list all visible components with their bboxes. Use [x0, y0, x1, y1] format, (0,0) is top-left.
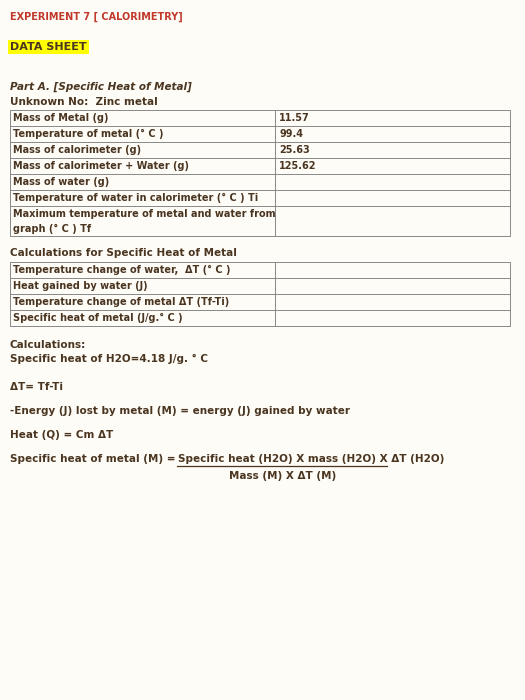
Text: Mass of Metal (g): Mass of Metal (g)	[13, 113, 109, 123]
Text: graph (° C ) Tf: graph (° C ) Tf	[13, 224, 91, 234]
Text: Mass of calorimeter + Water (g): Mass of calorimeter + Water (g)	[13, 161, 189, 171]
Text: Calculations:: Calculations:	[10, 340, 86, 350]
Bar	[10, 110, 510, 236]
Text: Maximum temperature of metal and water from: Maximum temperature of metal and water f…	[13, 209, 276, 219]
Text: Heat (Q) = Cm ΔT: Heat (Q) = Cm ΔT	[10, 430, 113, 440]
Text: ΔT= Tf-Ti: ΔT= Tf-Ti	[10, 382, 63, 392]
Text: Mass of water (g): Mass of water (g)	[13, 177, 109, 187]
Bar	[10, 262, 510, 326]
Text: Temperature change of water,  ΔT (° C ): Temperature change of water, ΔT (° C )	[13, 265, 230, 275]
Text: 125.62: 125.62	[279, 161, 317, 171]
Text: 99.4: 99.4	[279, 129, 303, 139]
Text: Mass of calorimeter (g): Mass of calorimeter (g)	[13, 145, 141, 155]
Text: Unknown No:  Zinc metal: Unknown No: Zinc metal	[10, 97, 157, 107]
Text: Heat gained by water (J): Heat gained by water (J)	[13, 281, 148, 291]
Text: Specific heat (H2O) X mass (H2O) X ΔT (H2O): Specific heat (H2O) X mass (H2O) X ΔT (H…	[178, 454, 444, 464]
Text: Specific heat of metal (J/g.° C ): Specific heat of metal (J/g.° C )	[13, 313, 183, 323]
Text: Temperature of metal (° C ): Temperature of metal (° C )	[13, 129, 163, 139]
Text: 11.57: 11.57	[279, 113, 310, 123]
Text: Mass (M) X ΔT (M): Mass (M) X ΔT (M)	[229, 471, 336, 481]
Text: DATA SHEET: DATA SHEET	[10, 42, 87, 52]
Text: Specific heat of H2O=4.18 J/g. ° C: Specific heat of H2O=4.18 J/g. ° C	[10, 354, 208, 364]
Text: Part A. [Specific Heat of Metal]: Part A. [Specific Heat of Metal]	[10, 82, 192, 92]
Text: 25.63: 25.63	[279, 145, 310, 155]
Text: Specific heat of metal (M) =: Specific heat of metal (M) =	[10, 454, 179, 464]
Text: EXPERIMENT 7 [ CALORIMETRY]: EXPERIMENT 7 [ CALORIMETRY]	[10, 12, 183, 22]
Text: Temperature change of metal ΔT (Tf-Ti): Temperature change of metal ΔT (Tf-Ti)	[13, 297, 229, 307]
Text: -Energy (J) lost by metal (M) = energy (J) gained by water: -Energy (J) lost by metal (M) = energy (…	[10, 406, 350, 416]
Text: Calculations for Specific Heat of Metal: Calculations for Specific Heat of Metal	[10, 248, 237, 258]
Text: Temperature of water in calorimeter (° C ) Ti: Temperature of water in calorimeter (° C…	[13, 193, 258, 203]
